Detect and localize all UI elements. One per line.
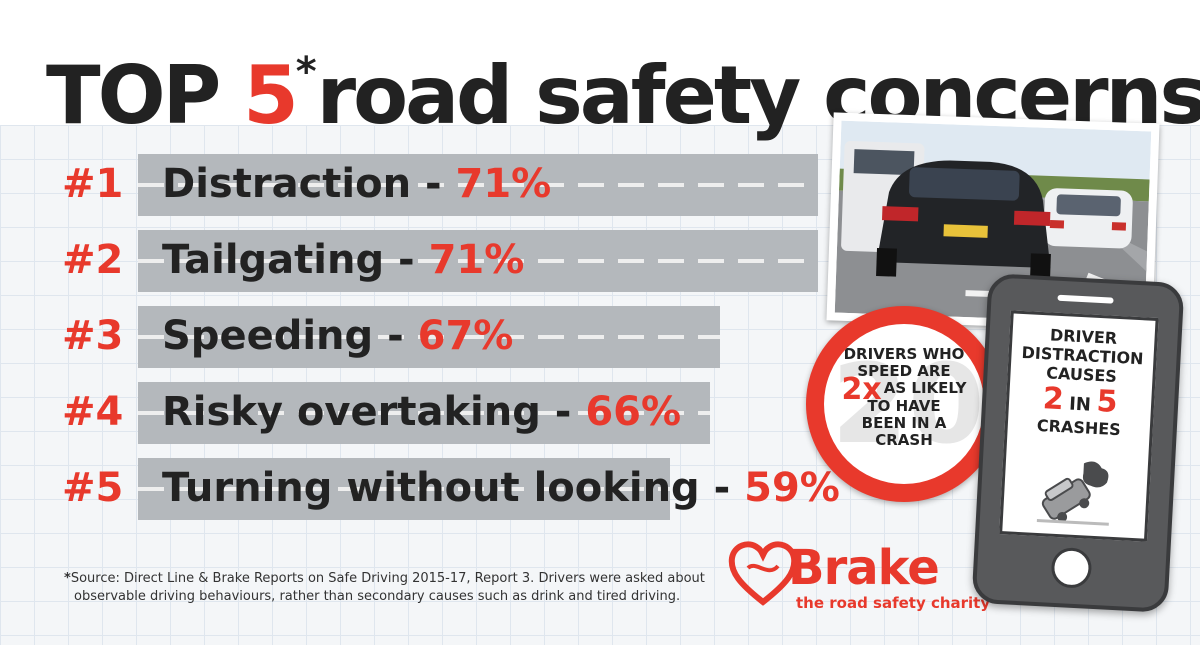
phone-text: DRIVER DISTRACTION CAUSES 2 IN 5 CRASHES (1007, 323, 1155, 440)
label-separator: - (699, 465, 745, 511)
rank-label: #1 (62, 161, 124, 207)
heart-icon (728, 541, 798, 606)
chart-row: #1 Distraction - 71% (0, 152, 820, 216)
road-dash-marking (138, 487, 670, 491)
phone-num1: 2 (1042, 381, 1065, 418)
title-number: 5 (243, 49, 299, 142)
category-label: Speeding (162, 313, 374, 359)
label-separator: - (373, 313, 418, 359)
bar-label: Speeding - 67% (162, 304, 513, 368)
sign-line2: SPEED ARE (857, 362, 951, 380)
category-label: Turning without looking (162, 465, 700, 511)
title-prefix: TOP (46, 49, 244, 142)
sign-line5: BEEN IN A (861, 414, 947, 432)
footnote-line2: observable driving behaviours, rather th… (74, 589, 681, 604)
footnote-line1: Source: Direct Line & Brake Reports on S… (70, 571, 705, 586)
label-separator: - (540, 389, 586, 435)
label-separator: - (411, 161, 456, 207)
sign-line6: CRASH (875, 431, 933, 449)
bar-label: Risky overtaking - 66% (162, 380, 681, 444)
category-label: Distraction (162, 161, 412, 207)
title-star: * (295, 49, 317, 95)
bar (138, 382, 710, 444)
road-dash-marking (138, 335, 720, 339)
chart-row: #4 Risky overtaking - 66% (0, 380, 820, 444)
phone-num2: 5 (1095, 383, 1119, 420)
value-label: 71% (428, 237, 525, 283)
crashed-car-icon (1036, 461, 1109, 526)
road-dash-marking (138, 183, 818, 187)
footnote-star: * (64, 571, 71, 586)
phone-home-button (1050, 546, 1093, 589)
bar-label: Distraction - 71% (162, 152, 551, 216)
bar (138, 230, 818, 292)
bar-label: Tailgating - 71% (162, 228, 524, 292)
bar (138, 458, 670, 520)
category-label: Risky overtaking (162, 389, 541, 435)
rank-label: #5 (62, 465, 124, 511)
value-label: 71% (455, 161, 552, 207)
logo-name: Brake (788, 540, 940, 596)
category-label: Tailgating (162, 237, 385, 283)
chart-row: #2 Tailgating - 71% (0, 228, 820, 292)
speed-sign-face: 20 DRIVERS WHO SPEED ARE 2x AS LIKELY TO … (824, 324, 984, 484)
rank-label: #3 (62, 313, 124, 359)
speed-limit-number: 20 (831, 340, 984, 468)
phone-screen: DRIVER DISTRACTION CAUSES 2 IN 5 CRASHES (999, 310, 1159, 542)
value-label: 67% (417, 313, 514, 359)
phone-speaker (1057, 294, 1114, 304)
chart-row: #3 Speeding - 67% (0, 304, 820, 368)
road-dash-marking (138, 411, 710, 415)
bar (138, 306, 720, 368)
sign-line3: AS LIKELY (883, 379, 967, 397)
sign-line4: TO HAVE (867, 397, 941, 415)
road-dash-marking (138, 259, 818, 263)
sign-line1: DRIVERS WHO (843, 345, 965, 363)
footnote: *Source: Direct Line & Brake Reports on … (64, 570, 764, 610)
bar-label: Turning without looking - 59% (162, 456, 840, 520)
sign-multiplier: 2x (841, 372, 882, 407)
label-separator: - (384, 237, 429, 283)
rank-label: #2 (62, 237, 124, 283)
value-label: 66% (585, 389, 682, 435)
logo-tagline: the road safety charity (796, 594, 991, 612)
phone-in-word: IN (1068, 393, 1092, 416)
speed-sign: 20 DRIVERS WHO SPEED ARE 2x AS LIKELY TO … (806, 306, 1002, 502)
phone-illustration: DRIVER DISTRACTION CAUSES 2 IN 5 CRASHES (971, 273, 1185, 613)
bar (138, 154, 818, 216)
rank-label: #4 (62, 389, 124, 435)
brake-logo: Brake the road safety charity (728, 538, 990, 618)
chart-row: #5 Turning without looking - 59% (0, 456, 840, 520)
speed-sign-text: DRIVERS WHO SPEED ARE 2x AS LIKELY TO HAV… (824, 346, 984, 449)
value-label: 59% (744, 465, 840, 511)
